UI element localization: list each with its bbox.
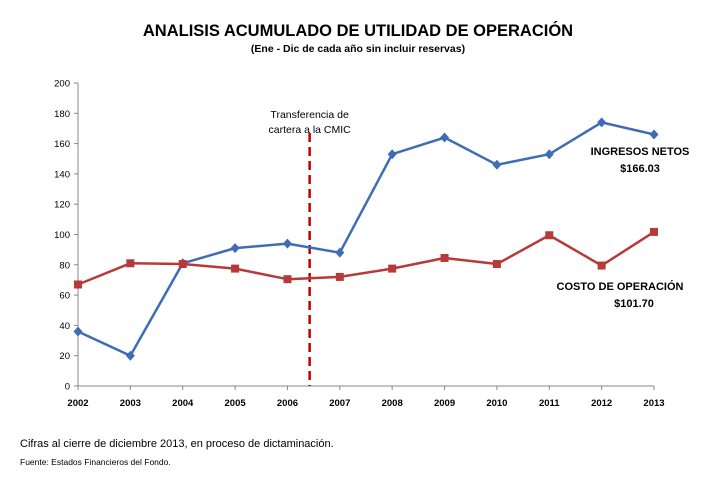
- series-value-costo-operacion: $101.70: [614, 298, 654, 310]
- footnote-fuente: Fuente: Estados Financieros del Fondo.: [20, 457, 171, 467]
- y-tick-label: 200: [54, 79, 70, 90]
- data-point-costo-operacion: [283, 275, 292, 284]
- series-label-costo-operacion: COSTO DE OPERACIÓN: [557, 280, 684, 293]
- data-point-costo-operacion: [650, 227, 658, 236]
- annotation-text-line-2: cartera a la CMIC: [268, 124, 351, 136]
- series-label-ingresos-netos: INGRESOS NETOS: [591, 146, 690, 158]
- series-value-ingresos-netos: $166.03: [620, 163, 660, 175]
- annotation-text-line-1: Transferencia de: [270, 109, 349, 121]
- x-tick-label: 2010: [486, 398, 507, 409]
- axes: [77, 83, 654, 387]
- data-point-ingresos-netos: [649, 129, 659, 140]
- chart-title: ANALISIS ACUMULADO DE UTILIDAD DE OPERAC…: [142, 22, 574, 40]
- data-point-ingresos-netos: [125, 350, 135, 361]
- data-point-ingresos-netos: [335, 247, 345, 258]
- x-tick-label: 2002: [67, 398, 88, 409]
- y-tick-label: 100: [54, 230, 70, 241]
- x-tick-label: 2013: [643, 398, 664, 409]
- data-point-costo-operacion: [492, 260, 501, 269]
- y-tick-label: 120: [54, 200, 70, 211]
- data-point-costo-operacion: [597, 261, 606, 270]
- data-point-ingresos-netos: [282, 238, 292, 249]
- data-point-costo-operacion: [440, 253, 449, 262]
- data-point-costo-operacion: [178, 260, 187, 269]
- y-tick-label: 60: [59, 291, 70, 302]
- series-end-labels: INGRESOS NETOS $166.03 COSTO DE OPERACIÓ…: [557, 146, 690, 310]
- data-point-ingresos-netos: [440, 132, 450, 143]
- data-point-costo-operacion: [231, 264, 240, 273]
- y-tick-label: 160: [54, 139, 70, 150]
- footnote-cifras: Cifras al cierre de diciembre 2013, en p…: [20, 438, 334, 450]
- data-point-ingresos-netos: [387, 149, 397, 160]
- data-point-costo-operacion: [126, 259, 135, 268]
- data-point-ingresos-netos: [230, 243, 240, 254]
- y-axis-ticks: 0 20 40 60 80 100 120 140 160 180 200: [54, 79, 78, 393]
- series-line-costo-operacion: [77, 230, 655, 286]
- x-tick-label: 2011: [539, 398, 560, 409]
- data-point-ingresos-netos: [544, 149, 554, 160]
- x-tick-label: 2006: [277, 398, 298, 409]
- x-tick-label: 2012: [591, 398, 612, 409]
- x-tick-label: 2005: [225, 398, 247, 409]
- x-tick-label: 2008: [382, 398, 403, 409]
- y-tick-label: 140: [54, 169, 70, 180]
- y-tick-label: 180: [54, 109, 70, 120]
- data-point-costo-operacion: [74, 280, 82, 289]
- y-tick-label: 80: [59, 260, 70, 271]
- series-layer: [73, 117, 659, 361]
- y-tick-label: 20: [59, 351, 70, 362]
- chart-subtitle: (Ene - Dic de cada año sin incluir reser…: [250, 43, 466, 55]
- data-point-ingresos-netos: [597, 117, 607, 128]
- y-tick-label: 0: [65, 382, 70, 393]
- data-point-costo-operacion: [335, 272, 344, 281]
- x-axis-ticks: 2002 2003 2004 2005 2006 2007 2008 2009 2010 2011…: [67, 386, 665, 409]
- x-tick-label: 2004: [172, 398, 194, 409]
- y-tick-label: 40: [59, 321, 70, 332]
- data-point-ingresos-netos: [492, 159, 502, 170]
- data-point-costo-operacion: [545, 231, 554, 240]
- transfer-annotation: Transferencia de cartera a la CMIC: [268, 109, 351, 386]
- x-tick-label: 2007: [329, 398, 350, 409]
- data-point-costo-operacion: [388, 264, 397, 273]
- series-line-ingresos-netos: [77, 121, 655, 357]
- x-tick-label: 2009: [434, 398, 455, 409]
- x-tick-label: 2003: [120, 398, 141, 409]
- data-point-ingresos-netos: [73, 326, 83, 337]
